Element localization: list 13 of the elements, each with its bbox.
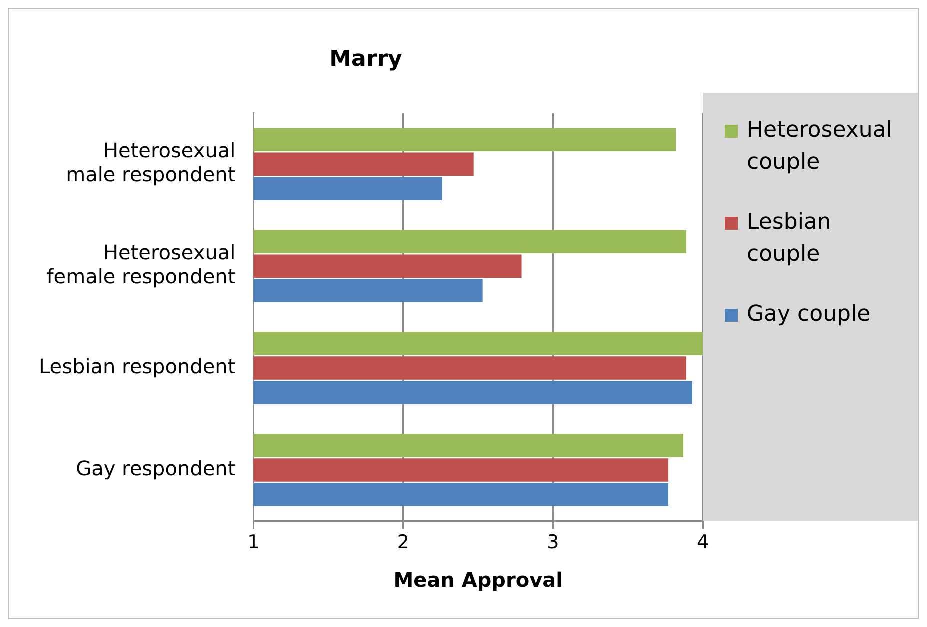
x-tick-label: 2 [397, 532, 410, 554]
y-tick-label: Gay respondent [76, 456, 236, 480]
x-axis-title: Mean Approval [394, 568, 563, 592]
y-tick-label: Heterosexual female respondent [46, 240, 236, 289]
x-tick-label: 3 [547, 532, 560, 554]
legend-label: Heterosexual couple [747, 118, 892, 176]
legend-label: Lesbian couple [747, 210, 832, 268]
x-tick-label: 1 [248, 532, 260, 554]
y-tick-label: Heterosexual male respondent [66, 138, 236, 187]
x-tick-label: 4 [696, 532, 710, 554]
chart-title: Marry [330, 46, 402, 72]
legend-label: Gay couple [747, 302, 871, 328]
y-tick-label: Lesbian respondent [38, 354, 236, 378]
